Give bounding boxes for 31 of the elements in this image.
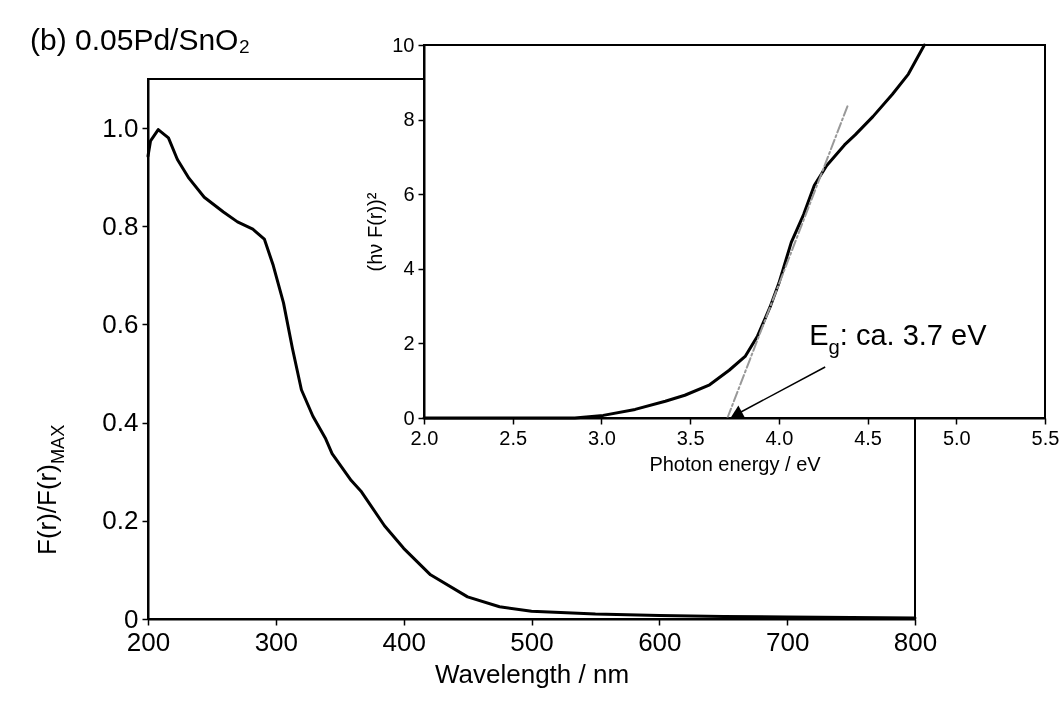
x-axis-title: Wavelength / nm <box>434 658 630 689</box>
y-tick-label: 6 <box>403 182 415 205</box>
y-tick-label: 2 <box>403 331 415 354</box>
x-tick-label: 3.0 <box>588 426 616 449</box>
x-axis-title: Photon energy / eV <box>649 452 822 475</box>
x-tick-label: 500 <box>510 626 554 657</box>
x-tick-label: 5.0 <box>942 426 971 449</box>
x-tick-label: 800 <box>893 626 938 657</box>
chart-title: (b) 0.05Pd/SnO₂ <box>30 23 251 56</box>
y-tick-label: 0 <box>403 406 415 429</box>
y-axis-title: (hν F(r))² <box>364 192 387 272</box>
y-tick-label: 10 <box>392 33 415 56</box>
y-tick-label: 4 <box>403 257 415 280</box>
x-tick-label: 4.0 <box>765 426 794 449</box>
x-tick-label: 4.5 <box>854 426 882 449</box>
y-tick-label: 0.6 <box>102 308 139 339</box>
x-tick-label: 5.5 <box>1031 426 1060 449</box>
y-tick-label: 0.8 <box>102 210 139 241</box>
x-tick-label: 2.5 <box>499 426 528 449</box>
y-tick-label: 0.2 <box>102 505 139 536</box>
x-tick-label: 3.5 <box>676 426 705 449</box>
y-tick-label: 0.4 <box>102 407 139 438</box>
x-tick-label: 2.0 <box>410 426 439 449</box>
y-tick-label: 8 <box>403 108 415 131</box>
y-tick-label: 0 <box>124 603 139 634</box>
y-tick-label: 1.0 <box>102 112 139 143</box>
x-tick-label: 400 <box>382 626 426 657</box>
x-tick-label: 600 <box>638 626 682 657</box>
x-tick-label: 700 <box>765 626 810 657</box>
x-tick-label: 300 <box>254 626 299 657</box>
y-axis-title: F(r)/F(r)MAX <box>32 424 68 555</box>
